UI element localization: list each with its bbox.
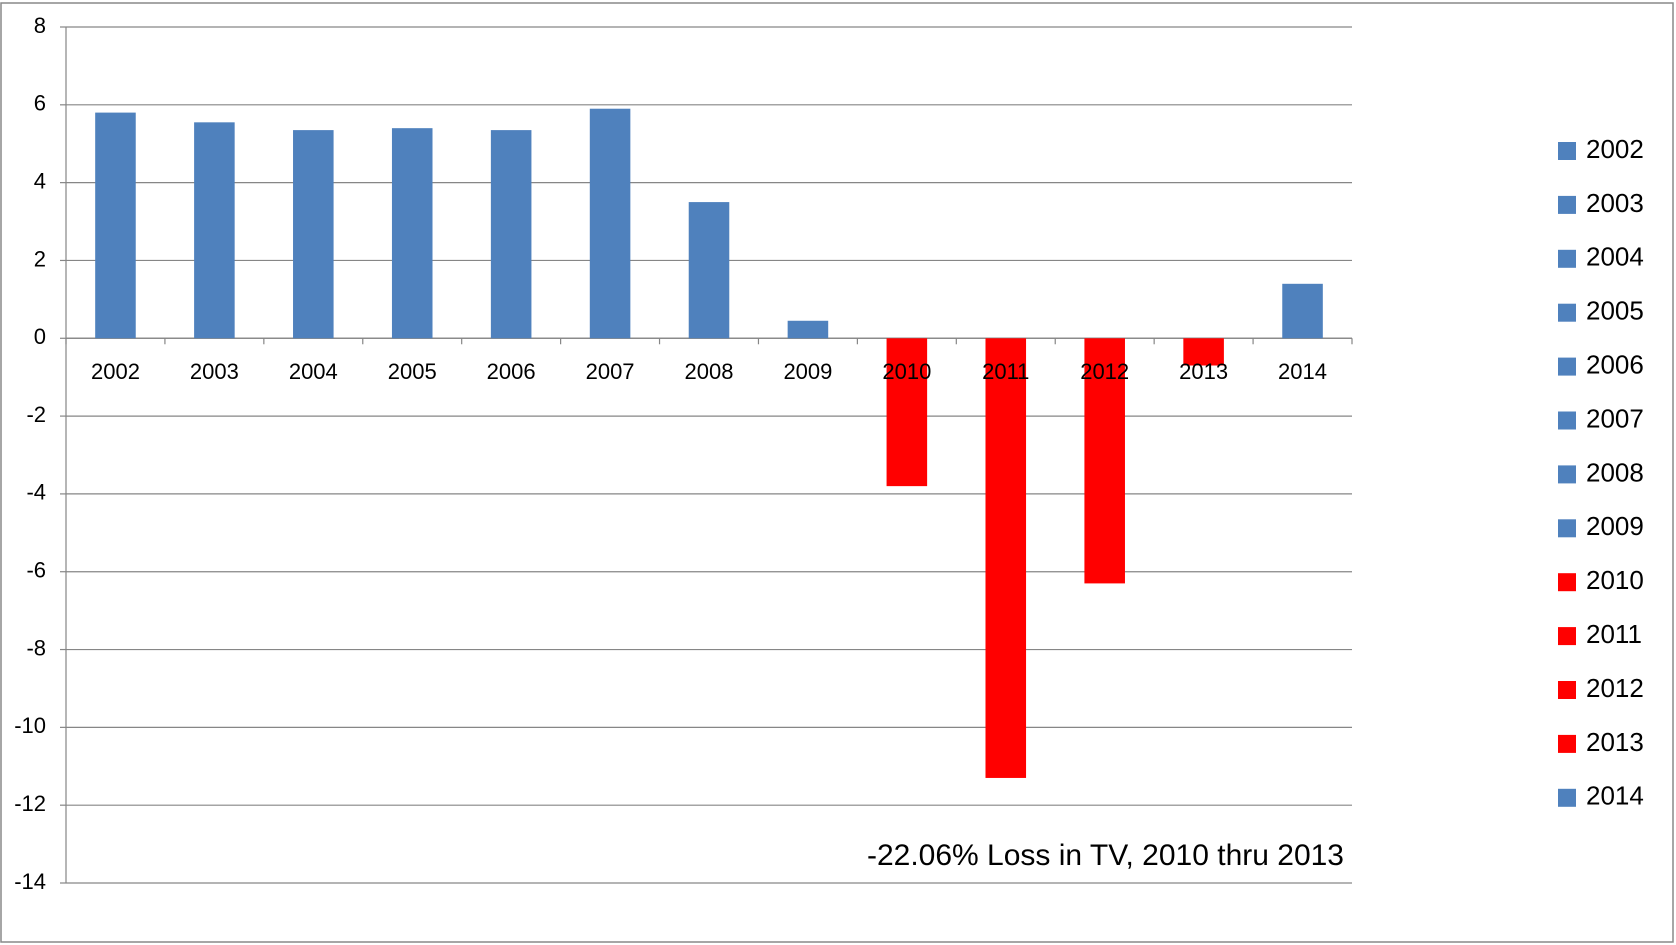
y-tick-label: 0 — [34, 324, 46, 349]
y-tick-label: -2 — [26, 402, 46, 427]
bar — [1183, 338, 1224, 366]
bar — [490, 130, 532, 339]
legend-swatch — [1558, 788, 1576, 807]
y-tick-label: -14 — [14, 869, 46, 894]
y-tick-label: -6 — [26, 558, 46, 583]
y-tick-label: -12 — [14, 791, 46, 816]
bar — [293, 130, 334, 339]
bar — [1084, 338, 1125, 584]
legend-swatch — [1558, 681, 1576, 699]
bar — [688, 202, 730, 339]
legend-swatch — [1558, 142, 1576, 160]
legend-swatch — [1558, 627, 1576, 646]
legend-label: 2012 — [1586, 673, 1644, 703]
bar — [391, 128, 433, 339]
x-tick-label: 2003 — [190, 359, 239, 384]
x-tick-label: 2005 — [388, 359, 437, 384]
bar — [1282, 283, 1323, 339]
legend-label: 2013 — [1586, 727, 1644, 757]
x-tick-label: 2013 — [1179, 359, 1228, 384]
legend-label: 2003 — [1586, 188, 1644, 218]
legend-label: 2008 — [1586, 457, 1644, 487]
x-tick-label: 2012 — [1080, 359, 1129, 384]
legend-label: 2009 — [1586, 511, 1644, 541]
y-tick-label: 4 — [34, 168, 46, 193]
legend-swatch — [1558, 573, 1576, 592]
x-tick-label: 2006 — [487, 359, 536, 384]
x-tick-label: 2014 — [1278, 359, 1327, 384]
legend-label: 2004 — [1586, 242, 1644, 272]
y-tick-label: 2 — [34, 246, 46, 271]
legend-label: 2002 — [1586, 134, 1644, 164]
legend-label: 2014 — [1586, 781, 1644, 811]
legend-swatch — [1558, 357, 1576, 376]
legend-swatch — [1558, 249, 1576, 268]
bar — [787, 320, 829, 339]
y-tick-label: 6 — [34, 91, 46, 116]
annotation: -22.06% Loss in TV, 2010 thru 2013 — [867, 839, 1344, 872]
bar — [985, 338, 1027, 778]
x-tick-label: 2010 — [882, 359, 931, 384]
bar — [194, 122, 235, 339]
x-tick-label: 2011 — [982, 359, 1029, 384]
legend-label: 2005 — [1586, 296, 1644, 326]
x-tick-label: 2008 — [685, 359, 734, 384]
legend-label: 2007 — [1586, 403, 1644, 433]
legend-swatch — [1558, 411, 1576, 430]
x-tick-label: 2009 — [783, 359, 832, 384]
legend-swatch — [1558, 465, 1576, 484]
bar — [589, 108, 631, 339]
legend-label: 2006 — [1586, 349, 1644, 379]
x-tick-label: 2007 — [586, 359, 635, 384]
x-tick-label: 2004 — [289, 359, 338, 384]
bar — [886, 338, 928, 487]
y-tick-label: -10 — [14, 713, 46, 738]
y-tick-label: -4 — [26, 480, 46, 505]
y-tick-label: 8 — [34, 13, 46, 38]
bar — [95, 112, 136, 339]
legend-label: 2010 — [1586, 565, 1644, 595]
legend-swatch — [1558, 195, 1576, 214]
legend-swatch — [1558, 734, 1576, 753]
y-tick-label: -8 — [26, 635, 46, 660]
legend-swatch — [1558, 303, 1576, 322]
legend-swatch — [1558, 519, 1576, 538]
legend-label: 2011 — [1586, 619, 1642, 649]
x-tick-label: 2002 — [91, 359, 140, 384]
